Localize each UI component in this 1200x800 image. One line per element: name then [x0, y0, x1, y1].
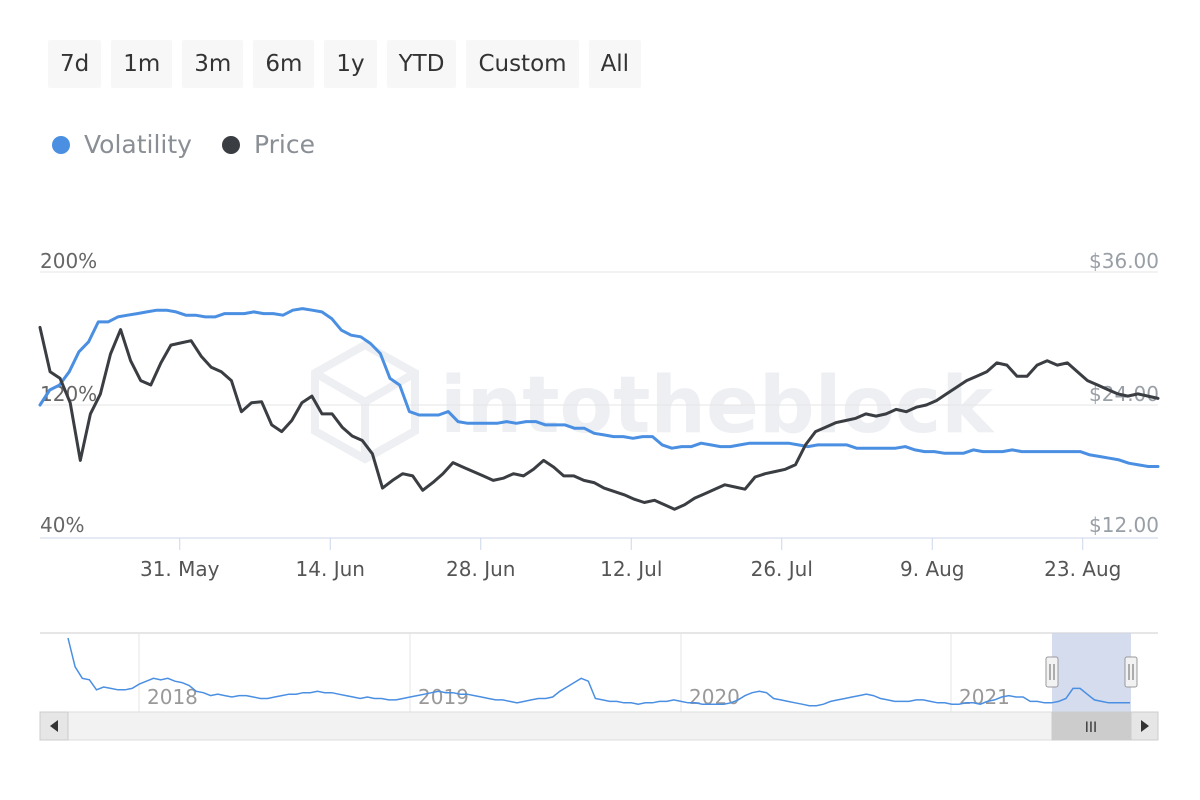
legend-item-volatility[interactable]: Volatility	[52, 130, 192, 159]
range-button-ytd[interactable]: YTD	[386, 40, 457, 88]
grid	[40, 271, 1158, 539]
range-button-7d[interactable]: 7d	[48, 40, 102, 88]
navigator-year-label: 2020	[689, 685, 740, 709]
x-tick-label: 23. Aug	[1044, 557, 1121, 581]
navigator-selection-mask[interactable]	[1052, 633, 1131, 712]
navigator: 2018 2019 2020 2021	[40, 632, 1158, 712]
legend-label-volatility: Volatility	[84, 130, 192, 159]
x-tick-label: 31. May	[140, 557, 220, 581]
navigator-series-line	[67, 637, 1130, 707]
scroll-right-button[interactable]	[1130, 711, 1159, 741]
series-line-volatility	[38, 307, 1160, 468]
range-button-custom[interactable]: Custom	[466, 40, 579, 88]
scrollbar: III	[39, 711, 1159, 741]
range-button-6m[interactable]: 6m	[253, 40, 315, 88]
y-right-tick-label: $12.00	[1089, 513, 1159, 537]
x-tick-label: 9. Aug	[900, 557, 965, 581]
x-tick-label: 14. Jun	[296, 557, 365, 581]
legend-dot-price	[221, 135, 240, 154]
y-right-tick-label: $36.00	[1089, 249, 1159, 273]
y-left-tick-label: 200%	[40, 249, 97, 273]
scrollbar-track[interactable]	[39, 711, 1159, 741]
navigator-year-label: 2018	[147, 685, 198, 709]
watermark-text: intotheblock	[440, 361, 995, 451]
y-left-tick-label: 40%	[40, 513, 84, 537]
y-axis-right: $36.00 $24.00 $12.00	[1089, 249, 1159, 537]
range-button-3m[interactable]: 3m	[182, 40, 244, 88]
x-tick-label: 12. Jul	[600, 557, 662, 581]
navigator-series	[67, 637, 1130, 707]
x-tick-label: 26. Jul	[751, 557, 813, 581]
x-tick-label: 28. Jun	[446, 557, 515, 581]
legend-label-price: Price	[253, 130, 315, 159]
scroll-thumb-grip: III	[1085, 720, 1097, 736]
range-selector: 7d 1m 3m 6m 1y YTD Custom All	[48, 40, 642, 88]
x-axis: 31. May 14. Jun 28. Jun 12. Jul 26. Jul 9. Au…	[140, 538, 1121, 581]
legend-item-price[interactable]: Price	[221, 130, 315, 159]
navigator-year-grid: 2018 2019 2020 2021	[138, 633, 1010, 712]
scroll-thumb[interactable]: III	[1051, 711, 1132, 741]
navigator-year-label: 2019	[418, 685, 469, 709]
scroll-left-button[interactable]	[39, 711, 69, 741]
scroll-left-arrow-icon	[50, 720, 58, 732]
scroll-right-arrow-icon	[1141, 720, 1149, 732]
series-line-price	[38, 325, 1160, 511]
range-button-1y[interactable]: 1y	[324, 40, 377, 88]
range-button-1m[interactable]: 1m	[111, 40, 173, 88]
plot-series	[38, 307, 1160, 511]
chart-legend: Volatility Price	[52, 130, 315, 159]
range-button-all[interactable]: All	[588, 40, 642, 88]
navigator-handle-left[interactable]	[1045, 656, 1059, 688]
navigator-handle-right[interactable]	[1124, 656, 1138, 688]
watermark: intotheblock	[311, 340, 995, 464]
legend-dot-volatility	[52, 135, 70, 154]
